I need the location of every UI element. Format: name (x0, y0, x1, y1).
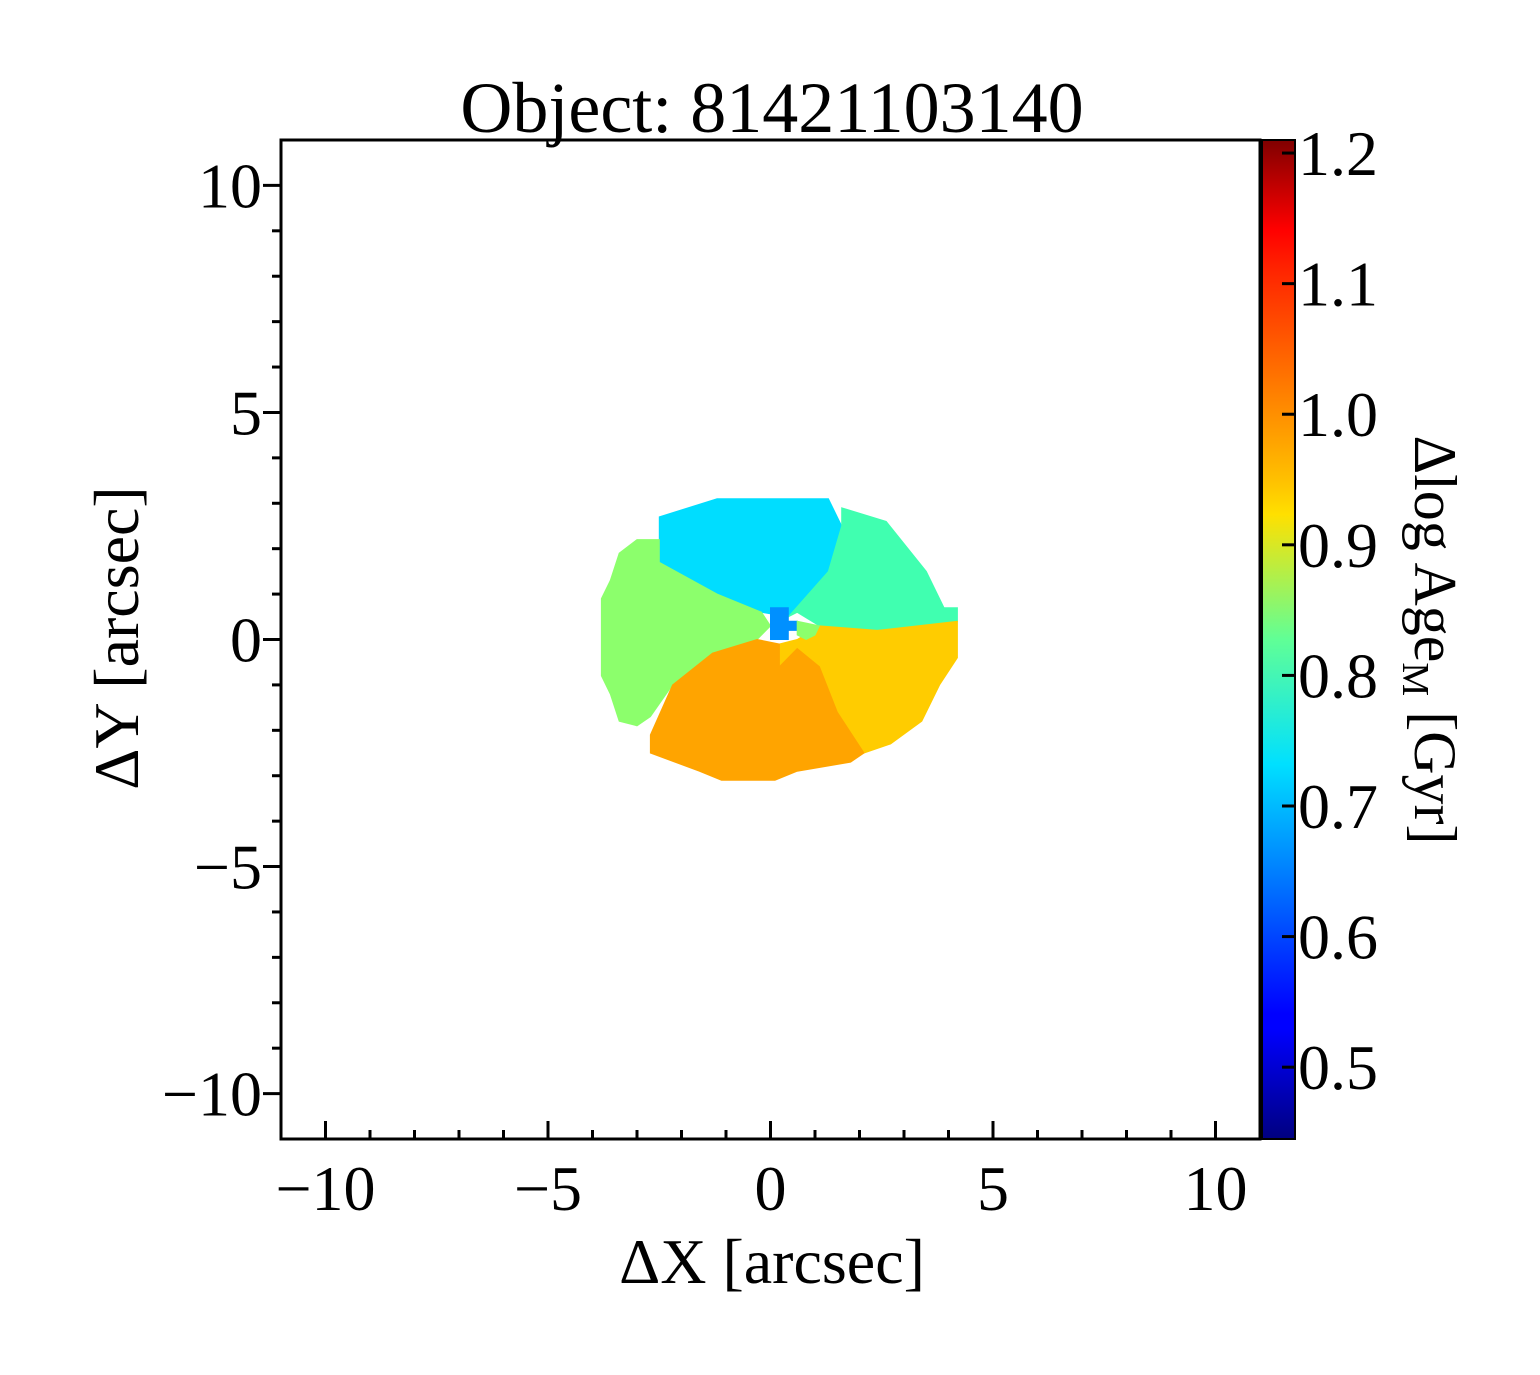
x-tick-label: −10 (275, 1153, 375, 1224)
spaxel-region-5 (649, 638, 865, 781)
colorbar-tick-label: 0.7 (1298, 771, 1378, 842)
colorbar-label-main: Δlog Age (1402, 436, 1468, 663)
colorbar-tick-label: 1.2 (1298, 118, 1378, 189)
y-axis-label: ΔY [arcsec] (81, 486, 152, 789)
colorbar-ticks: 1.2 1.1 1.0 0.9 0.8 0.7 0.6 0.5 (1282, 118, 1378, 1103)
colorbar-label-sub: M (1394, 662, 1436, 696)
spaxel-map (600, 498, 958, 781)
y-axis-ticks: 10 5 0 −5 −10 (162, 150, 281, 1130)
colorbar-tick-label: 0.9 (1298, 510, 1378, 581)
colorbar (1261, 139, 1296, 1140)
x-axis-label: ΔX [arcsec] (619, 1226, 925, 1297)
y-tick-label: 0 (230, 605, 262, 676)
spaxel-region-7 (796, 620, 821, 641)
colorbar-tick-label: 1.1 (1298, 249, 1378, 320)
colorbar-label-tail: [Gyr] (1402, 696, 1468, 844)
colorbar-tick-label: 0.6 (1298, 902, 1378, 973)
x-tick-label: 5 (977, 1153, 1009, 1224)
x-axis-ticks: −10 −5 0 5 10 (275, 1121, 1248, 1224)
colorbar-tick-label: 0.8 (1298, 640, 1378, 711)
y-tick-label: −5 (194, 832, 262, 903)
colorbar-tick-label: 1.0 (1298, 379, 1378, 450)
colorbar-label: Δlog AgeM [Gyr] (1394, 436, 1468, 845)
y-tick-label: 10 (198, 150, 262, 221)
x-tick-label: 10 (1184, 1153, 1248, 1224)
chart-title: Object: 81421103140 (460, 68, 1083, 148)
y-tick-label: 5 (230, 377, 262, 448)
x-tick-label: −5 (514, 1153, 582, 1224)
y-tick-label: −10 (162, 1059, 262, 1130)
colorbar-tick-label: 0.5 (1298, 1032, 1378, 1103)
x-tick-label: 0 (755, 1153, 787, 1224)
spaxel-region-3 (600, 539, 772, 727)
